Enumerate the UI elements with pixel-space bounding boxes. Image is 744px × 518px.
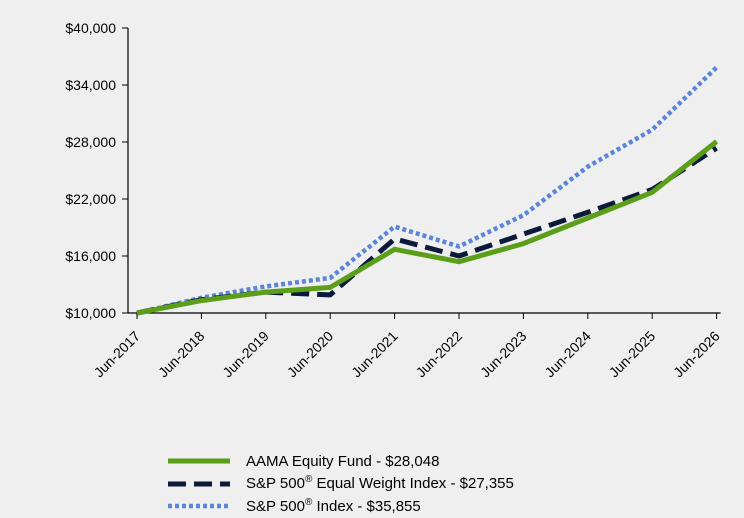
legend-label: S&P 500® Equal Weight Index - $27,355 xyxy=(246,474,514,493)
y-tick-label: $10,000 xyxy=(65,305,116,321)
registered-mark: ® xyxy=(304,496,313,508)
x-axis: Jun-2017 Jun-2018 Jun-2019 Jun-2020 Jun-2021… xyxy=(91,312,723,381)
series-line-2 xyxy=(136,65,719,316)
legend-item: AAMA Equity Fund - $28,048 xyxy=(168,450,514,473)
legend-item: S&P 500® Index - $35,855 xyxy=(168,495,514,518)
legend-label: S&P 500® Index - $35,855 xyxy=(246,496,421,515)
series-line-1 xyxy=(136,145,718,316)
legend-label-text: S&P 500 xyxy=(246,475,305,493)
y-tick-label: $22,000 xyxy=(65,191,116,207)
series-line-0 xyxy=(136,139,719,316)
y-tick-label: $16,000 xyxy=(65,248,116,264)
legend: AAMA Equity Fund - $28,048 S&P 500® Equal… xyxy=(168,450,514,518)
legend-swatch xyxy=(168,481,230,487)
legend-swatch xyxy=(168,458,230,464)
legend-label-text: Index - $35,855 xyxy=(312,497,421,515)
x-tick-label: Jun-2017 xyxy=(91,328,144,381)
legend-label-text: Equal Weight Index - $27,355 xyxy=(312,475,514,493)
series-layer xyxy=(136,65,719,316)
x-tick-label: Jun-2023 xyxy=(477,328,530,381)
registered-mark: ® xyxy=(304,474,313,486)
x-tick-label: Jun-2021 xyxy=(348,328,401,381)
x-tick-label: Jun-2018 xyxy=(155,328,208,381)
legend-item: S&P 500® Equal Weight Index - $27,355 xyxy=(168,473,514,496)
legend-label: AAMA Equity Fund - $28,048 xyxy=(246,453,439,470)
x-tick-label: Jun-2019 xyxy=(219,328,272,381)
x-tick-label: Jun-2026 xyxy=(670,328,723,381)
x-tick-label: Jun-2024 xyxy=(541,328,594,381)
y-tick-label: $34,000 xyxy=(65,77,116,93)
legend-label-text: AAMA Equity Fund - $28,048 xyxy=(246,452,440,470)
x-tick-label: Jun-2022 xyxy=(413,328,466,381)
y-tick-label: $28,000 xyxy=(65,134,116,150)
x-tick-label: Jun-2020 xyxy=(284,328,337,381)
y-tick-label: $40,000 xyxy=(65,20,116,36)
legend-label-text: S&P 500 xyxy=(246,497,305,515)
x-tick-label: Jun-2025 xyxy=(606,328,659,381)
legend-swatch xyxy=(168,504,230,509)
y-axis: $10,000 $16,000 $22,000 $28,000 $34,000 $40,0… xyxy=(65,20,129,321)
